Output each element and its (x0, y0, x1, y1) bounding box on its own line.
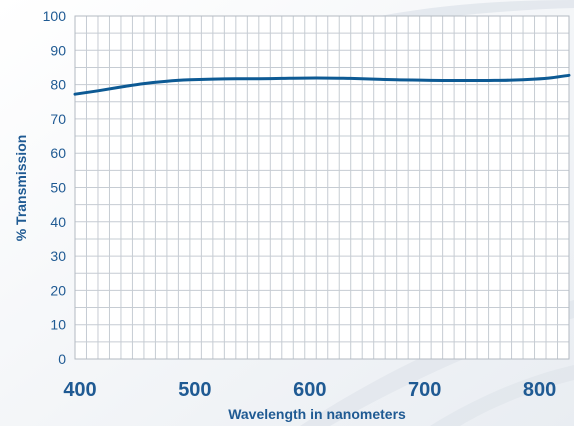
y-tick-label: 30 (50, 248, 66, 264)
series-lines (73, 73, 571, 96)
y-axis-ticks: 0 10 20 30 40 50 60 70 80 90 100 (43, 8, 67, 367)
y-tick-label: 60 (50, 145, 66, 161)
y-axis-label: % Transmission (13, 135, 29, 242)
x-axis-label: Wavelength in nanometers (228, 406, 406, 422)
y-tick-label: 40 (50, 214, 66, 230)
y-tick-label: 50 (50, 180, 66, 196)
plot-border (74, 15, 570, 360)
y-tick-label: 20 (50, 282, 66, 298)
y-tick-label: 80 (50, 77, 66, 93)
x-tick-label: 500 (178, 379, 211, 401)
x-tick-label: 400 (63, 379, 96, 401)
y-tick-label: 0 (58, 351, 66, 367)
y-tick-label: 70 (50, 111, 66, 127)
y-tick-label: 10 (50, 317, 66, 333)
x-tick-label: 800 (523, 379, 556, 401)
x-axis-ticks: 400 500 600 700 800 (63, 379, 556, 401)
x-tick-label: 700 (408, 379, 441, 401)
y-tick-label: 100 (43, 8, 67, 24)
y-tick-label: 90 (50, 42, 66, 58)
grid-lines (74, 15, 570, 360)
transmission-series-line (73, 73, 571, 96)
x-tick-label: 600 (293, 379, 326, 401)
